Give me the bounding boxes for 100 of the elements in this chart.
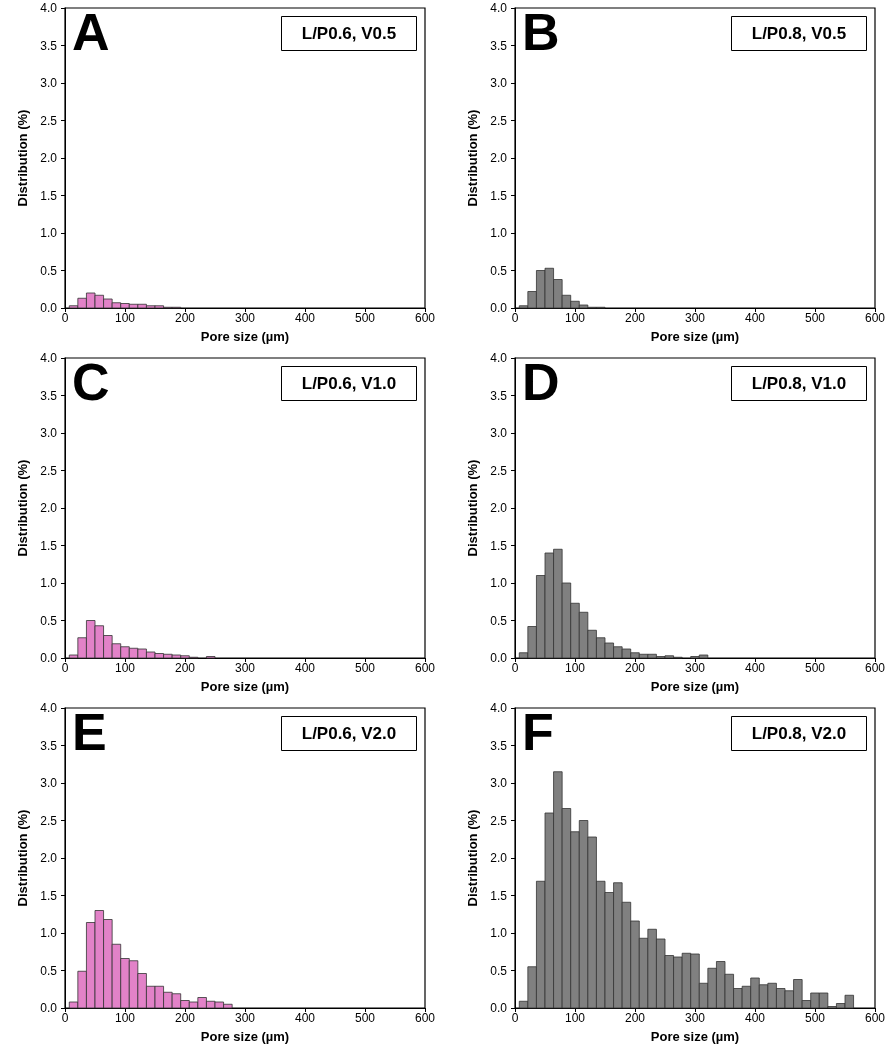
y-tick-label: 2.5 [40,113,58,128]
y-tick-label: 2.0 [40,151,58,165]
x-tick-label: 500 [804,661,826,675]
annotation: B [522,3,560,61]
y-tick-label: 1.5 [490,888,508,903]
y-tick-label: 3.5 [40,738,58,753]
y-tick-label: 2.5 [40,463,58,478]
annotation: L/P0.6, V2.0 [301,724,397,743]
y-tick-label: 3.0 [40,76,58,90]
x-tick-label: 500 [804,311,826,325]
y-tick-label: 2.5 [490,463,508,478]
y-tick-label: 2.0 [40,851,58,865]
x-tick-label: 600 [864,1011,886,1025]
y-tick-label: 2.5 [490,813,508,828]
x-tick-label: 200 [624,311,646,325]
y-tick-label: 3.5 [40,38,58,53]
y-tick-label: 1.0 [490,926,508,940]
x-tick-label: 500 [354,311,376,325]
x-tick-label: 300 [234,311,256,325]
x-tick-label: 200 [174,1011,196,1025]
x-tick-label: 200 [174,311,196,325]
x-tick-label: 100 [564,311,586,325]
x-tick-label: 600 [414,1011,436,1025]
y-tick-label: 3.0 [490,776,508,790]
annotation: D [522,353,560,411]
y-tick-label: 1.0 [40,226,58,240]
y-tick-label: 3.5 [490,38,508,53]
y-tick-label: 1.5 [490,188,508,203]
y-tick-label: 3.0 [490,426,508,440]
x-tick-label: 200 [624,1011,646,1025]
annotation: L/P0.6, V0.5 [301,24,397,43]
y-tick-label: 3.0 [490,76,508,90]
y-tick-label: 0.5 [490,963,508,978]
y-axis-title: Distribution (%) [465,109,480,207]
x-tick-label: 400 [294,1011,316,1025]
y-tick-label: 2.0 [490,151,508,165]
x-tick-label: 600 [864,311,886,325]
x-tick-label: 400 [294,311,316,325]
y-tick-label: 1.5 [490,538,508,553]
y-tick-label: 1.5 [40,188,58,203]
x-tick-label: 500 [354,1011,376,1025]
y-tick-label: 4.0 [490,701,508,715]
y-tick-label: 4.0 [490,1,508,15]
x-tick-label: 100 [564,661,586,675]
y-tick-label: 1.5 [40,538,58,553]
annotation: E [72,703,107,761]
x-tick-label: 0 [511,311,519,325]
y-tick-label: 0.5 [40,263,58,278]
y-axis-title: Distribution (%) [15,809,30,907]
y-tick-label: 0.0 [40,651,58,665]
x-axis-title: Pore size (µm) [650,329,740,344]
x-axis-title: Pore size (µm) [200,329,290,344]
y-tick-label: 4.0 [490,351,508,365]
y-tick-label: 1.0 [490,226,508,240]
x-tick-label: 400 [744,311,766,325]
x-tick-label: 300 [684,661,706,675]
x-tick-label: 400 [744,661,766,675]
annotation: F [522,703,554,761]
x-tick-label: 300 [684,311,706,325]
x-tick-label: 100 [114,661,136,675]
x-tick-label: 600 [414,661,436,675]
x-tick-label: 100 [564,1011,586,1025]
y-tick-label: 0.0 [490,651,508,665]
y-tick-label: 2.0 [490,851,508,865]
y-tick-label: 4.0 [40,701,58,715]
y-tick-label: 0.5 [490,613,508,628]
annotation: L/P0.8, V2.0 [751,724,847,743]
y-axis-title: Distribution (%) [465,809,480,907]
x-tick-label: 0 [61,311,69,325]
y-axis-title: Distribution (%) [15,109,30,207]
x-tick-label: 600 [414,311,436,325]
y-tick-label: 3.5 [40,388,58,403]
x-tick-label: 100 [114,311,136,325]
y-tick-label: 2.0 [40,501,58,515]
y-tick-label: 4.0 [40,1,58,15]
x-tick-label: 0 [511,1011,519,1025]
y-tick-label: 3.0 [40,426,58,440]
y-tick-label: 1.0 [40,576,58,590]
x-tick-label: 100 [114,1011,136,1025]
x-tick-label: 500 [354,661,376,675]
annotation: C [72,353,110,411]
y-tick-label: 0.5 [40,613,58,628]
x-tick-label: 0 [61,661,69,675]
y-tick-label: 3.5 [490,388,508,403]
x-tick-label: 500 [804,1011,826,1025]
x-tick-label: 0 [511,661,519,675]
x-tick-label: 0 [61,1011,69,1025]
y-tick-label: 0.0 [490,1001,508,1015]
y-tick-label: 4.0 [40,351,58,365]
y-tick-label: 3.5 [490,738,508,753]
y-tick-label: 0.0 [490,301,508,315]
y-tick-label: 1.0 [490,576,508,590]
x-tick-label: 300 [234,1011,256,1025]
y-tick-label: 1.0 [40,926,58,940]
x-tick-label: 200 [624,661,646,675]
x-tick-label: 600 [864,661,886,675]
x-tick-label: 200 [174,661,196,675]
annotation: A [72,3,110,61]
x-axis-title: Pore size (µm) [650,679,740,694]
x-tick-label: 400 [744,1011,766,1025]
